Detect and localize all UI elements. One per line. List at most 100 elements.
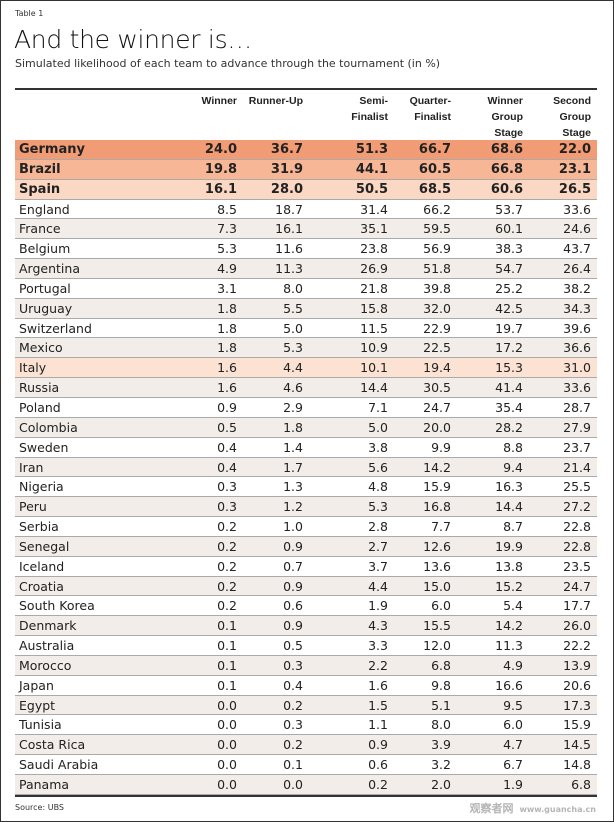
- cell-value: 2.0: [431, 777, 451, 792]
- table-row: France 7.3 16.1 35.1 59.5 60.1 24.6: [15, 219, 597, 240]
- cell-value: 1.6: [368, 677, 388, 693]
- cell-value: 3.8: [368, 439, 388, 455]
- cell-value: 6.0: [503, 717, 523, 733]
- table-row: South Korea 0.2 0.6 1.9 6.0 5.4 17.7: [15, 596, 597, 617]
- table-row: Tunisia 0.0 0.3 1.1 8.0 6.0 15.9: [15, 715, 597, 736]
- team-name: Portugal: [19, 280, 71, 296]
- table-row: Belgium 5.3 11.6 23.8 56.9 38.3 43.7: [15, 239, 597, 260]
- cell-value: 8.8: [503, 439, 523, 455]
- cell-value: 31.9: [270, 161, 303, 177]
- cell-value: 14.4: [360, 380, 388, 396]
- table-row: Nigeria 0.3 1.3 4.8 15.9 16.3 25.5: [15, 477, 597, 498]
- cell-value: 26.4: [563, 261, 591, 277]
- cell-value: 4.4: [368, 578, 388, 594]
- cell-value: 28.2: [495, 419, 523, 435]
- cell-value: 0.5: [217, 419, 237, 435]
- cell-value: 43.7: [563, 241, 591, 257]
- cell-value: 16.6: [495, 677, 523, 693]
- cell-value: 0.1: [217, 677, 237, 693]
- team-name: Switzerland: [19, 320, 92, 336]
- cell-value: 1.1: [368, 717, 388, 733]
- cell-value: 0.0: [217, 737, 237, 753]
- cell-value: 8.5: [217, 201, 237, 217]
- table-row: Switzerland 1.8 5.0 11.5 22.9 19.7 39.6: [15, 319, 597, 339]
- cell-value: 5.5: [283, 300, 303, 316]
- cell-value: 3.3: [368, 638, 388, 654]
- team-name: Saudi Arabia: [19, 757, 99, 773]
- watermark: 观察者网 www.guancha.cn: [469, 800, 596, 816]
- cell-value: 66.2: [423, 201, 451, 217]
- team-name: Tunisia: [19, 717, 62, 733]
- cell-value: 17.2: [495, 340, 523, 356]
- cell-value: 0.1: [217, 638, 237, 654]
- cell-value: 13.6: [423, 558, 451, 574]
- table-row: Peru 0.3 1.2 5.3 16.8 14.4 27.2: [15, 497, 597, 518]
- cell-value: 0.0: [217, 697, 237, 713]
- cell-value: 13.9: [563, 657, 591, 673]
- table-row: Japan 0.1 0.4 1.6 9.8 16.6 20.6: [15, 676, 597, 696]
- table-row: Germany 24.0 36.7 51.3 66.7 68.6 22.0: [15, 140, 597, 160]
- cell-value: 4.6: [283, 380, 303, 396]
- cell-value: 26.5: [558, 181, 591, 197]
- cell-value: 22.0: [558, 142, 591, 157]
- table-row: Saudi Arabia 0.0 0.1 0.6 3.2 6.7 14.8: [15, 755, 597, 775]
- table-row: Russia 1.6 4.6 14.4 30.5 41.4 33.6: [15, 378, 597, 398]
- cell-value: 9.8: [431, 677, 451, 693]
- cell-value: 66.7: [418, 142, 451, 157]
- cell-value: 60.1: [495, 221, 523, 237]
- page-subtitle: Simulated likelihood of each team to adv…: [15, 57, 441, 70]
- column-header: Second Group Stage: [553, 95, 591, 139]
- table-row: Croatia 0.2 0.9 4.4 15.0 15.2 24.7: [15, 576, 597, 597]
- cell-value: 7.1: [368, 399, 388, 415]
- cell-value: 16.8: [423, 499, 451, 515]
- cell-value: 24.0: [204, 142, 237, 157]
- cell-value: 6.7: [503, 757, 523, 773]
- cell-value: 0.3: [217, 479, 237, 495]
- cell-value: 1.5: [368, 697, 388, 713]
- team-name: Morocco: [19, 657, 72, 673]
- cell-value: 5.0: [283, 320, 303, 336]
- cell-value: 0.1: [283, 757, 303, 773]
- team-name: Panama: [19, 777, 70, 792]
- cell-value: 0.5: [283, 638, 303, 654]
- cell-value: 32.0: [423, 300, 451, 316]
- team-name: England: [19, 201, 70, 217]
- team-name: Egypt: [19, 697, 56, 713]
- cell-value: 0.2: [217, 538, 237, 554]
- cell-value: 14.2: [495, 618, 523, 634]
- cell-value: 0.0: [283, 777, 303, 792]
- cell-value: 0.3: [217, 499, 237, 515]
- column-header: Winner: [201, 95, 238, 107]
- table-row: Egypt 0.0 0.2 1.5 5.1 9.5 17.3: [15, 695, 597, 716]
- cell-value: 17.7: [563, 598, 591, 614]
- cell-value: 14.4: [495, 499, 523, 515]
- cell-value: 5.6: [368, 459, 388, 475]
- cell-value: 1.4: [283, 439, 303, 455]
- cell-value: 28.0: [270, 181, 303, 197]
- cell-value: 0.9: [368, 737, 388, 753]
- cell-value: 0.2: [217, 519, 237, 535]
- cell-value: 2.7: [368, 538, 388, 554]
- cell-value: 15.5: [423, 618, 451, 634]
- cell-value: 56.9: [423, 241, 451, 257]
- cell-value: 2.8: [368, 519, 388, 535]
- cell-value: 1.6: [217, 380, 237, 396]
- cell-value: 27.9: [563, 419, 591, 435]
- team-name: Peru: [19, 499, 47, 515]
- cell-value: 60.5: [418, 161, 451, 177]
- table-row: Argentina 4.9 11.3 26.9 51.8 54.7 26.4: [15, 259, 597, 279]
- cell-value: 33.6: [563, 201, 591, 217]
- cell-value: 14.2: [423, 459, 451, 475]
- cell-value: 36.7: [270, 142, 303, 157]
- team-name: Belgium: [19, 241, 71, 257]
- team-name: Argentina: [19, 261, 80, 277]
- cell-value: 31.4: [360, 201, 388, 217]
- cell-value: 15.0: [423, 578, 451, 594]
- team-name: Germany: [19, 142, 85, 157]
- team-name: South Korea: [19, 598, 95, 614]
- table-row: Iran 0.4 1.7 5.6 14.2 9.4 21.4: [15, 457, 597, 478]
- cell-value: 5.3: [368, 499, 388, 515]
- table-row: Spain 16.1 28.0 50.5 68.5 60.6 26.5: [15, 179, 597, 200]
- watermark-logo: 观察者网: [469, 802, 514, 815]
- team-name: Serbia: [19, 519, 59, 535]
